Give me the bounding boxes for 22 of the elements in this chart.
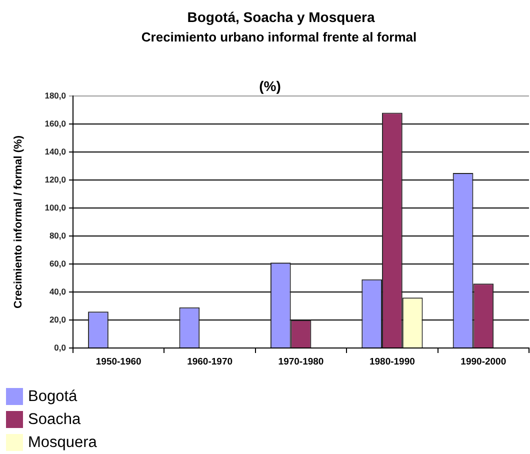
y-tick-label: 160,0	[44, 118, 66, 128]
legend-label: Soacha	[28, 410, 81, 428]
chart-subtitle: Crecimiento urbano informal frente al formal	[141, 30, 417, 45]
legend-label: Bogotá	[28, 388, 78, 406]
x-tick-label: 1970-1980	[278, 356, 324, 368]
y-tick-label: 40,0	[49, 286, 66, 296]
y-tick-label: 140,0	[44, 146, 66, 156]
x-tick-label: 1990-2000	[460, 356, 506, 368]
x-tick-label: 1980-1990	[369, 356, 415, 368]
y-tick-label: 80,0	[49, 230, 66, 240]
y-tick-label: 100,0	[44, 202, 66, 212]
chart-title: Bogotá, Soacha y Mosquera	[187, 8, 375, 25]
y-tick-label: 20,0	[49, 314, 66, 324]
y-tick-label: 120,0	[44, 174, 66, 184]
y-tick-label: 60,0	[49, 258, 66, 268]
y-axis-title: Crecimiento informal / formal (%)	[12, 135, 25, 308]
y-tick-label: 0,0	[54, 342, 66, 352]
text: (%)	[259, 78, 281, 94]
y-tick-label: 180,0	[44, 90, 66, 100]
legend-label: Mosquera	[28, 434, 97, 452]
x-tick-label: 1960-1970	[187, 356, 233, 368]
x-tick-label: 1950-1960	[96, 356, 142, 368]
